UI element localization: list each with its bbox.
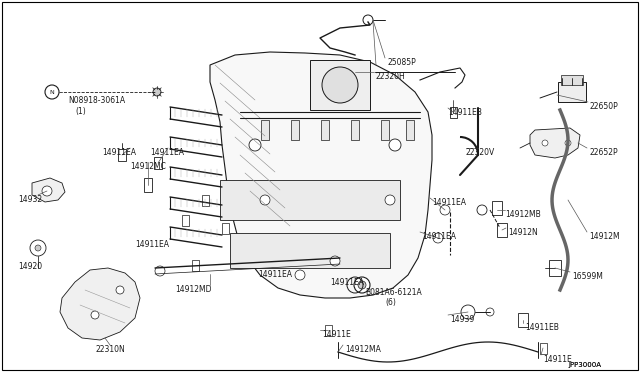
Bar	[321, 120, 329, 140]
Bar	[291, 120, 299, 140]
Circle shape	[322, 67, 358, 103]
Text: B081A6-6121A: B081A6-6121A	[365, 288, 422, 297]
Bar	[202, 195, 209, 205]
Circle shape	[30, 240, 46, 256]
Circle shape	[477, 205, 487, 215]
Circle shape	[45, 85, 59, 99]
Text: 14911EB: 14911EB	[525, 323, 559, 332]
Text: 22652P: 22652P	[589, 148, 618, 157]
Circle shape	[385, 195, 395, 205]
Polygon shape	[210, 52, 432, 298]
Text: 22310N: 22310N	[95, 345, 125, 354]
Bar	[406, 120, 414, 140]
Circle shape	[35, 245, 41, 251]
Text: 14911EA: 14911EA	[135, 240, 169, 249]
Polygon shape	[32, 178, 65, 202]
Text: 14912MD: 14912MD	[175, 285, 211, 294]
Bar	[351, 120, 359, 140]
Bar	[310, 60, 370, 110]
Circle shape	[354, 277, 370, 293]
Text: 22320H: 22320H	[376, 72, 406, 81]
Text: 14911EA: 14911EA	[422, 232, 456, 241]
Circle shape	[249, 139, 261, 151]
Circle shape	[440, 205, 450, 215]
Bar	[182, 215, 189, 225]
Bar	[518, 313, 528, 327]
Text: 14912MA: 14912MA	[345, 345, 381, 354]
Bar	[154, 157, 162, 169]
Bar	[144, 178, 152, 192]
Text: 14911EA: 14911EA	[258, 270, 292, 279]
Text: JPP3000A: JPP3000A	[568, 362, 601, 368]
Bar	[561, 75, 583, 85]
Circle shape	[358, 281, 366, 289]
Bar	[497, 223, 507, 237]
Text: (1): (1)	[75, 107, 86, 116]
Circle shape	[260, 195, 270, 205]
Circle shape	[461, 305, 475, 319]
Text: (6): (6)	[385, 298, 396, 307]
Bar	[261, 120, 269, 140]
Text: 14932: 14932	[18, 195, 42, 204]
Bar	[492, 201, 502, 215]
Bar	[191, 260, 198, 270]
Text: 14911EA: 14911EA	[150, 148, 184, 157]
Circle shape	[433, 233, 443, 243]
Circle shape	[91, 311, 99, 319]
Text: 14912N: 14912N	[508, 228, 538, 237]
Circle shape	[116, 286, 124, 294]
Bar	[381, 120, 389, 140]
Bar	[221, 222, 228, 234]
Polygon shape	[530, 128, 580, 158]
Circle shape	[295, 270, 305, 280]
Text: 25085P: 25085P	[387, 58, 416, 67]
Text: 22650P: 22650P	[590, 102, 619, 111]
Circle shape	[153, 88, 161, 96]
Bar	[220, 180, 400, 220]
Circle shape	[486, 308, 494, 316]
Text: 16599M: 16599M	[572, 272, 603, 281]
Text: 14939: 14939	[450, 315, 474, 324]
Bar	[324, 324, 332, 336]
Circle shape	[155, 266, 165, 276]
Text: N: N	[50, 90, 54, 94]
Text: 14911EA: 14911EA	[330, 278, 364, 287]
Text: N08918-3061A: N08918-3061A	[68, 96, 125, 105]
Text: 14911E: 14911E	[322, 330, 351, 339]
Text: 14920: 14920	[18, 262, 42, 271]
Text: 14911EA: 14911EA	[432, 198, 466, 207]
Text: 14911E: 14911E	[543, 355, 572, 364]
Text: 14911EA: 14911EA	[102, 148, 136, 157]
Text: 22320V: 22320V	[466, 148, 495, 157]
Text: 14912MC: 14912MC	[130, 162, 166, 171]
Text: JPP3000A: JPP3000A	[568, 362, 601, 368]
Bar	[549, 260, 561, 276]
Bar	[540, 343, 547, 353]
Circle shape	[542, 140, 548, 146]
Text: 14911EB: 14911EB	[448, 108, 482, 117]
Bar	[558, 82, 586, 102]
Bar	[230, 232, 390, 267]
Circle shape	[565, 140, 571, 146]
Bar	[118, 149, 126, 161]
Circle shape	[330, 256, 340, 266]
Bar	[449, 106, 456, 118]
Text: 14912M: 14912M	[589, 232, 620, 241]
Text: 14912MB: 14912MB	[505, 210, 541, 219]
Circle shape	[389, 139, 401, 151]
Circle shape	[363, 15, 373, 25]
Circle shape	[42, 186, 52, 196]
Polygon shape	[60, 268, 140, 340]
